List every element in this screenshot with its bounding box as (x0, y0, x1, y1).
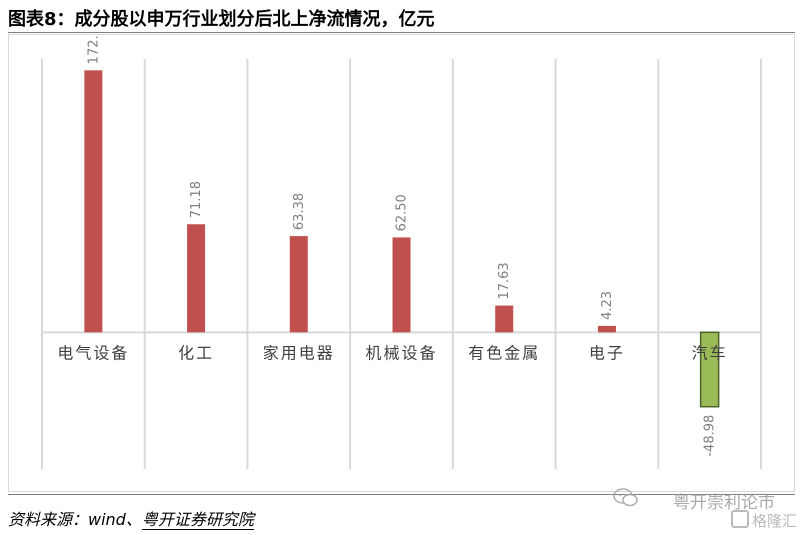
value-label: 71.18 (189, 181, 204, 218)
bar (84, 70, 103, 333)
category-label: 有色金属 (468, 343, 540, 362)
title-divider (8, 32, 795, 33)
bar (187, 224, 206, 333)
footer-divider (8, 494, 795, 495)
chart-frame: 电气设备 172.54 化工 71.18 家用电器 63.38 机械设备 62.50 有色金属 1… (8, 34, 795, 492)
category-label: 电气设备 (57, 343, 129, 362)
source-publisher: 粤开证券研究院 (141, 510, 254, 530)
chart-title: 图表8：成分股以申万行业划分后北上净流情况，亿元 (8, 9, 435, 30)
value-label: 4.23 (600, 291, 615, 320)
category-label: 电子 (589, 343, 625, 362)
category-label: 机械设备 (365, 343, 437, 362)
bar (699, 331, 720, 408)
value-label: 63.38 (292, 193, 307, 230)
source-prefix: 资料来源：wind、 (8, 510, 142, 529)
bar-chart: 电气设备 172.54 化工 71.18 家用电器 63.38 机械设备 62.50 有色金属 1… (41, 35, 762, 469)
category-label: 化工 (178, 343, 214, 362)
wechat-icon (613, 488, 638, 507)
bar (392, 237, 411, 333)
value-label: 17.63 (497, 262, 512, 299)
bar (289, 236, 308, 333)
category-label: 汽车 (692, 343, 728, 362)
category-label: 家用电器 (263, 343, 335, 362)
watermark: 粤开崇利论市 格隆汇 (607, 486, 797, 532)
bar (597, 325, 616, 333)
value-label: -48.98 (703, 415, 718, 457)
value-label: 62.50 (395, 194, 410, 231)
watermark-platform: 格隆汇 (730, 510, 797, 531)
gelonghui-logo-icon (730, 510, 749, 528)
value-label: 172.54 (86, 35, 101, 64)
source-note: 资料来源：wind、粤开证券研究院 (8, 506, 254, 530)
watermark-account: 粤开崇利论市 (673, 493, 775, 513)
watermark-platform-name: 格隆汇 (751, 512, 797, 530)
bar (495, 305, 514, 333)
